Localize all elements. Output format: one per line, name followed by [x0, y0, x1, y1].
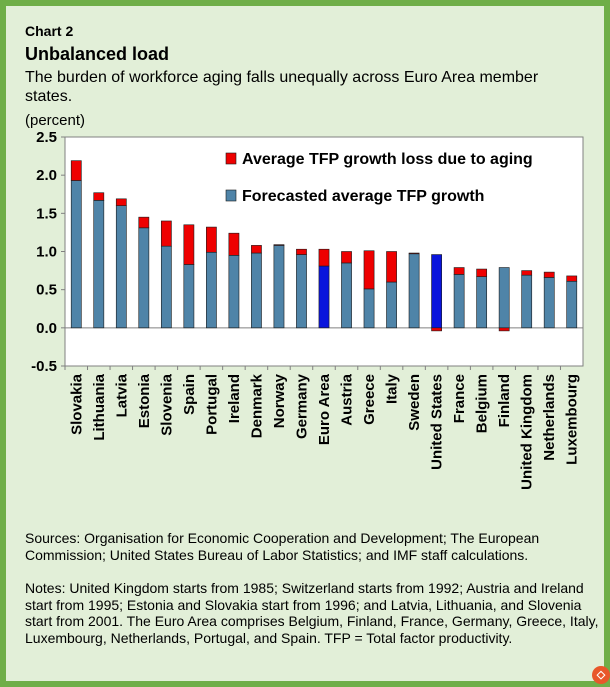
legend-swatch-forecast [225, 189, 237, 202]
bar-forecast [228, 255, 240, 329]
bar-loss [498, 327, 510, 332]
x-tick-label: Austria [339, 373, 356, 425]
bar-loss [543, 271, 555, 278]
bar-forecast [341, 262, 352, 329]
bar-loss [453, 267, 465, 275]
bar-loss [138, 216, 150, 229]
bar-forecast [498, 267, 510, 329]
x-tick-label: Lithuania [91, 373, 108, 440]
y-tick-label: 2.5 [36, 129, 57, 146]
bar-loss [228, 232, 240, 256]
bar-forecast [206, 251, 217, 329]
y-axis-unit-label: (percent) [25, 112, 86, 129]
x-tick-label: United States [429, 374, 446, 470]
bar-loss [70, 160, 82, 181]
bar-loss [476, 268, 488, 277]
x-tick-label: Finland [496, 374, 513, 427]
chart-subtitle: The burden of workforce aging falls uneq… [25, 69, 539, 105]
y-tick-label: 1.0 [36, 244, 57, 261]
x-tick-label: Greece [361, 374, 378, 425]
x-tick-label: Luxembourg [564, 374, 581, 465]
x-tick-label: Norway [271, 373, 288, 428]
x-tick-label: Italy [384, 373, 401, 404]
bar-loss [160, 220, 172, 247]
legend-label-forecast: Forecasted average TFP growth [242, 188, 484, 205]
x-tick-label: Spain [181, 374, 198, 415]
bar-loss [115, 198, 127, 207]
bar-forecast [160, 245, 172, 329]
bar-forecast [115, 205, 127, 329]
bar-forecast [566, 280, 578, 329]
legend-swatch-loss [225, 152, 237, 165]
bar-forecast [543, 277, 555, 329]
bar-forecast [273, 245, 285, 329]
bar-forecast [408, 253, 420, 329]
chart-label: Chart 2 [25, 23, 74, 39]
bar-loss [521, 270, 533, 276]
bar-loss [318, 248, 330, 267]
x-tick-label: Slovakia [68, 373, 85, 435]
bar-loss [363, 250, 375, 290]
x-tick-label: Euro Area [316, 373, 333, 445]
bar-loss [431, 327, 442, 332]
x-tick-label: Estonia [136, 373, 153, 428]
x-tick-label: Netherlands [541, 374, 558, 461]
bar-forecast [476, 276, 488, 329]
x-tick-label: Denmark [248, 373, 265, 438]
bar-forecast [183, 264, 195, 329]
site-logo-icon: ◇ [592, 666, 610, 684]
y-tick-label: 2.0 [36, 167, 57, 184]
y-tick-label: 0.5 [36, 282, 57, 299]
bar-forecast [70, 180, 82, 329]
bar-loss [93, 192, 105, 201]
x-tick-label: Sweden [406, 374, 423, 431]
x-tick-label: United Kingdom [519, 374, 536, 490]
bar-forecast [453, 274, 465, 329]
y-tick-label: -0.5 [31, 358, 57, 375]
bar-forecast [318, 265, 330, 329]
bar-loss [273, 244, 285, 246]
y-tick-label: 0.0 [36, 320, 57, 337]
bar-loss [251, 245, 262, 254]
bar-loss [206, 226, 217, 253]
bar-loss [183, 224, 195, 265]
legend-label-loss: Average TFP growth loss due to aging [242, 151, 533, 168]
bar-forecast [296, 254, 307, 329]
bar-forecast [251, 252, 262, 329]
x-tick-label: Belgium [474, 374, 491, 433]
bar-forecast [363, 288, 375, 329]
x-tick-label: Germany [293, 373, 310, 439]
bar-loss [408, 252, 420, 255]
bar-loss [341, 251, 352, 264]
bar-forecast [386, 281, 397, 329]
x-tick-label: Slovenia [158, 373, 175, 435]
bar-forecast [93, 200, 105, 329]
bar-loss [566, 275, 578, 282]
bar-forecast [431, 254, 442, 329]
sources-note: Sources: Organisation for Economic Coope… [25, 530, 540, 563]
bar-forecast [521, 274, 533, 329]
chart-title: Unbalanced load [25, 44, 170, 64]
x-tick-label: Ireland [226, 374, 243, 423]
bar-forecast [138, 227, 150, 329]
notes-text: Notes: United Kingdom starts from 1985; … [25, 580, 599, 646]
bar-loss [386, 251, 397, 283]
x-tick-label: Portugal [203, 374, 220, 435]
y-tick-label: 1.5 [36, 205, 57, 222]
bar-loss [296, 248, 307, 255]
x-tick-label: France [451, 374, 468, 423]
x-tick-label: Latvia [113, 373, 130, 417]
